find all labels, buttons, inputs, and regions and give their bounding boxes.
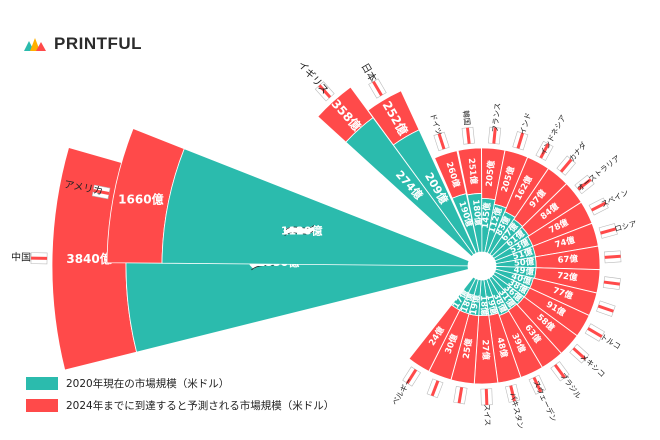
value-label-2024: 67億 [557,253,579,265]
india-flag-stripe [516,132,525,149]
netherlands-flag-stripe [604,254,621,259]
value-label-2024: 205億 [484,159,498,187]
russia-flag-stripe [600,227,617,235]
japan-flag-stripe [372,80,383,97]
value-label-2024: 1660億 [118,192,163,207]
country-label: パキスタン [508,392,525,430]
legend-swatch-current [26,377,58,390]
country-label: イギリス [295,59,331,97]
canada-flag-stripe [457,387,464,404]
value-label-2020: 180億 [470,199,484,227]
legend-swatch-forecast [26,399,58,412]
belgium-flag-stripe [406,368,418,385]
legend-item-forecast: 2024年までに到達すると予測される市場規模（米ドル） [26,398,334,413]
country-label: ドイツ [428,112,444,136]
canada-flag-stripe [559,158,573,173]
value-label-2020: 145億 [480,202,494,230]
axis-break-marker [283,224,316,237]
country-label: インド [518,111,533,135]
chart-hub [468,252,496,280]
country-label: スウェーデン [531,378,559,423]
axis-break-line [285,224,315,231]
value-label-2020: 50億 [514,256,536,268]
korea-flag-stripe [465,127,471,144]
axis-break-line [284,230,314,237]
poland-flag-stripe [597,304,614,313]
country-label: 中国 [11,250,31,263]
china-flag-stripe [31,256,48,260]
country-label: トルコ [598,332,622,351]
mexico-flag-stripe [430,380,440,397]
value-label-2020: 1120億 [281,223,323,237]
country-label: ベルギー [390,377,414,407]
value-label-2024: 251億 [466,158,480,186]
brand-name: PRINTFUL [54,34,143,53]
printful-logo-icon [24,38,46,51]
axis-break-gap [283,225,316,236]
value-label-2024: 72億 [557,270,579,284]
value-label-2020: 18億 [478,295,490,316]
country-label: スペイン [600,188,630,209]
mexico-flag-stripe [572,347,587,361]
legend-label-forecast: 2024年までに到達すると予測される市場規模（米ドル） [66,400,335,412]
country-label: 韓国 [461,110,473,126]
italy-flag-stripe [603,280,621,286]
turkey-flag-stripe [587,327,603,338]
country-label: ロシア [614,219,638,234]
country-label: メキシコ [579,352,607,379]
brand: PRINTFUL [24,34,142,54]
country-label: オーストラリア [575,153,621,192]
spain-flag-stripe [590,201,607,212]
legend-item-current: 2020年現在の市場規模（米ドル） [26,376,334,391]
pakistan-flag-stripe [509,385,516,402]
brazil-flag-stripe [553,363,566,379]
switzerland-flag-stripe [484,388,489,405]
germany-flag-stripe [437,133,446,150]
uk-flag-stripe [318,84,332,99]
legend-label-current: 2020年現在の市場規模（米ドル） [66,378,230,390]
indonesia-flag-stripe [539,143,550,159]
country-label: カナダ [566,139,588,163]
country-label: インドネシア [538,113,567,157]
sweden-flag-stripe [532,376,543,393]
legend: 2020年現在の市場規模（米ドル） 2024年までに到達すると予測される市場規模… [26,376,334,420]
country-label: スイス [482,404,492,427]
value-label-2024: 27億 [480,339,492,360]
france-flag-stripe [492,127,497,144]
value-label-2024: 25億 [461,337,475,359]
value-label-2024: 3840億 [66,251,111,266]
value-label-2024: 74億 [554,234,577,250]
country-label: ブラジル [558,371,584,401]
country-label: フランス [490,102,502,133]
value-label-2024: 48億 [494,336,510,359]
australia-flag-stripe [577,178,592,191]
usa-flag-stripe [92,188,110,195]
